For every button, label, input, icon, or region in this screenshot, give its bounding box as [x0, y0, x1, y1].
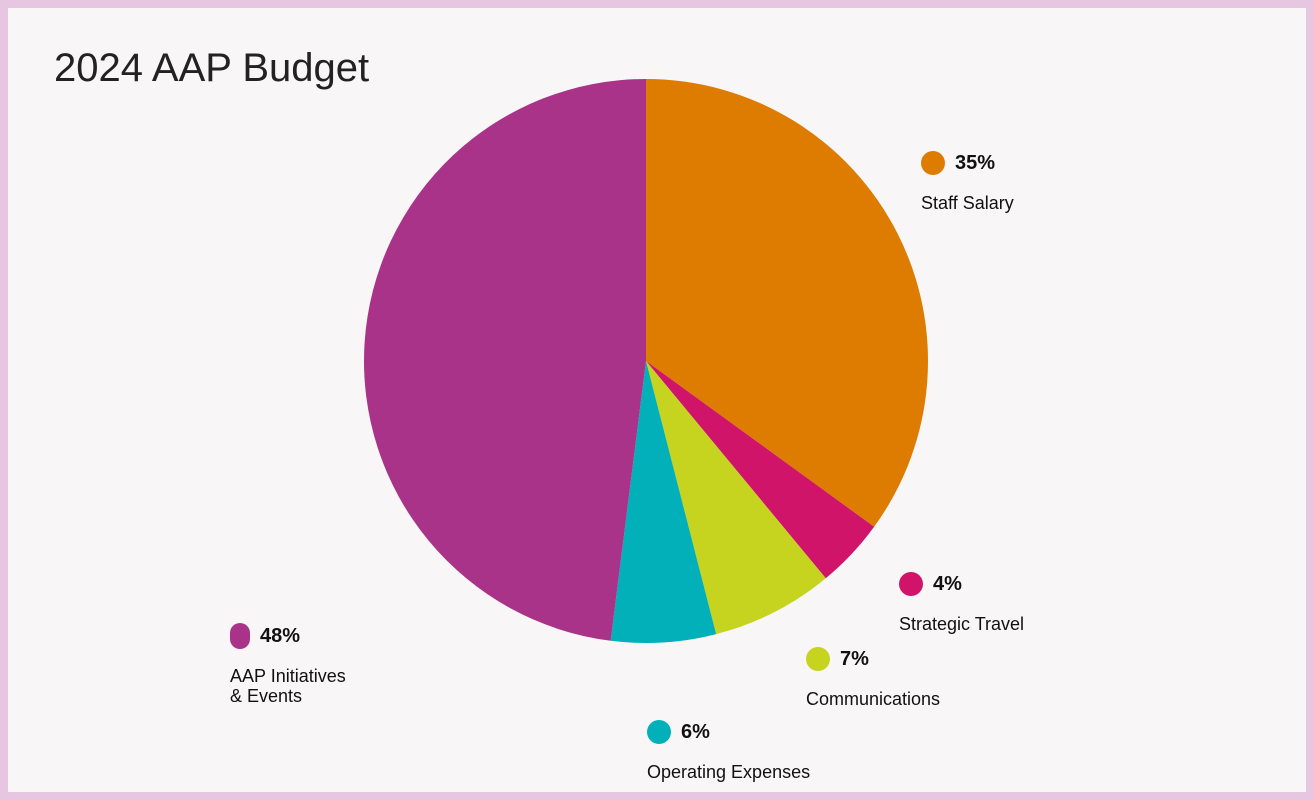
legend-aap-initiatives: 48% AAP Initiatives & Events	[230, 622, 346, 706]
legend-value-staff-salary: 35%	[955, 152, 996, 174]
legend-label-aap-initiatives: AAP Initiatives & Events	[230, 666, 346, 706]
pie-slice-communications	[646, 361, 826, 635]
pie-chart	[363, 79, 928, 644]
legend-label-strategic-travel: Strategic Travel	[899, 614, 1025, 634]
legend-label-staff-salary: Staff Salary	[921, 193, 1014, 213]
pie-slice-operating-expenses	[610, 361, 717, 644]
legend-swatch-strategic-travel	[899, 572, 923, 596]
legend-strategic-travel: 4% Strategic Travel	[899, 570, 1024, 634]
pie-slice-aap-initiatives-events	[363, 79, 646, 641]
legend-label-communications: Communications	[806, 689, 941, 709]
legend-value-strategic-travel: 4%	[933, 573, 962, 595]
legend-value-operating-expenses: 6%	[681, 721, 710, 743]
legend-swatch-operating-expenses	[647, 720, 671, 744]
legend-swatch-communications	[806, 647, 830, 671]
chart-title: 2024 AAP Budget	[54, 46, 370, 90]
legend-swatch-aap-initiatives	[230, 623, 250, 649]
legend-staff-salary: 35% Staff Salary	[921, 149, 1014, 213]
pie-slice-staff-salary	[646, 79, 928, 527]
legend-label-operating-expenses: Operating Expenses	[647, 762, 811, 782]
legend-value-communications: 7%	[840, 648, 869, 670]
pie-slice-strategic-travel	[646, 361, 875, 579]
legend-value-aap-initiatives: 48%	[260, 625, 301, 647]
legend-operating-expenses: 6% Operating Expenses	[647, 718, 810, 782]
legend-communications: 7% Communications	[806, 645, 940, 709]
legend-swatch-staff-salary	[921, 151, 945, 175]
